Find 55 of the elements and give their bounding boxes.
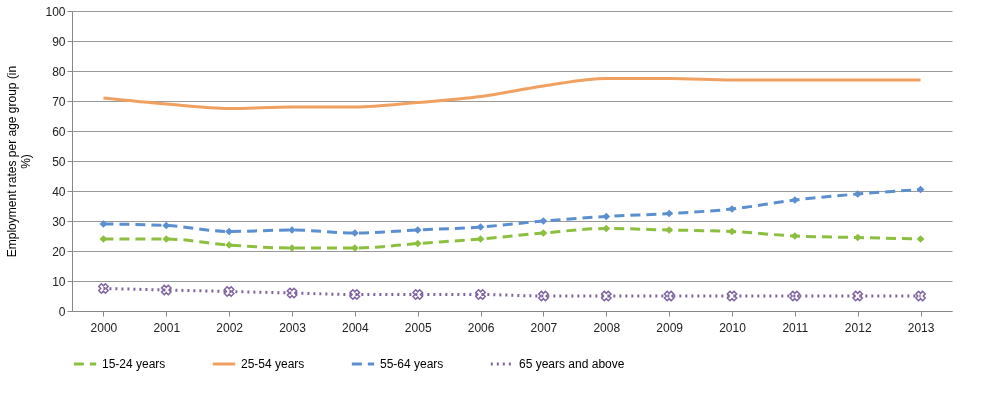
point (665, 209, 674, 218)
x-tick-label: 2002 (216, 320, 244, 335)
y-tick-label: 40 (52, 184, 66, 199)
x-tick-label: 2004 (342, 320, 370, 335)
point (539, 229, 548, 237)
point (789, 290, 801, 302)
y-tick-label: 90 (52, 34, 66, 49)
x-tick-label: 2011 (782, 320, 809, 335)
x-tick-label: 2000 (90, 320, 118, 335)
point (602, 212, 611, 221)
x-tick-label: 2012 (844, 320, 872, 335)
point (663, 290, 675, 302)
line-series (101, 77, 923, 110)
y-tick-label: 30 (52, 214, 66, 229)
point (537, 290, 549, 302)
x-tick-label: 2010 (719, 320, 747, 335)
point (413, 239, 422, 248)
y-tick-label: 20 (52, 244, 66, 259)
x-tick-label: 2008 (593, 320, 621, 335)
point (475, 289, 487, 300)
x-tick-label: 2007 (530, 320, 558, 335)
y-axis-title: Employment rates per age group (in %) (5, 65, 34, 258)
point (726, 290, 738, 302)
y-tick-label: 100 (45, 4, 66, 19)
point (916, 235, 925, 243)
point (349, 289, 361, 300)
point (97, 283, 109, 294)
legend-label: 25-54 years (241, 357, 305, 371)
y-tick-label: 50 (52, 154, 66, 169)
point (728, 227, 736, 236)
legend-label: 65 years and above (519, 357, 625, 371)
point (665, 226, 674, 234)
point (853, 233, 862, 242)
x-tick-label: 2009 (656, 320, 684, 335)
x-tick-label: 2001 (153, 320, 181, 335)
point (602, 224, 611, 233)
point (412, 289, 424, 300)
point (286, 287, 298, 299)
x-tick-label: 2013 (907, 320, 935, 335)
y-tick-label: 60 (52, 124, 66, 139)
point (915, 290, 927, 302)
point (160, 284, 172, 296)
point (539, 217, 548, 225)
point (852, 290, 864, 302)
legend-label: 55-64 years (380, 357, 444, 371)
x-tick-label: 2003 (279, 320, 307, 335)
x-tick-label: 2005 (404, 320, 432, 335)
point (223, 286, 235, 297)
y-tick-label: 80 (52, 64, 66, 79)
legend-label: 15-24 years (102, 357, 166, 371)
y-tick-label: 10 (52, 274, 66, 289)
y-tick-label: 70 (52, 94, 66, 109)
x-tick-label: 2006 (467, 320, 495, 335)
point (600, 290, 612, 302)
y-tick-label: 0 (58, 304, 66, 319)
